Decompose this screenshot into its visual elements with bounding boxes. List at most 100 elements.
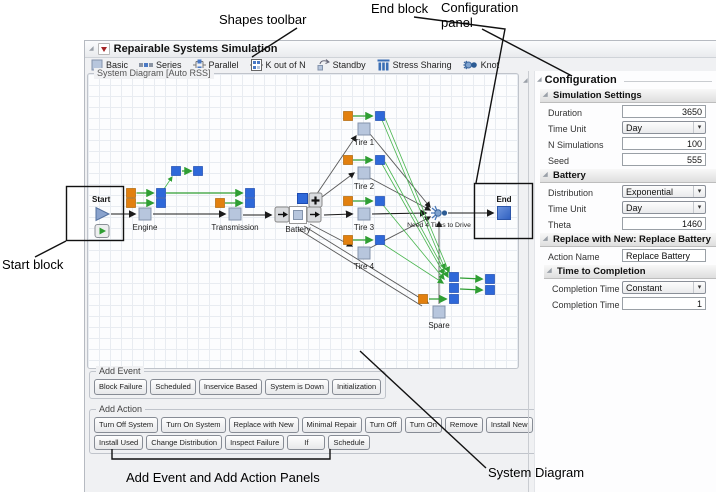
svg-text:Start: Start [92,195,111,204]
disclosure-triangle-icon[interactable]: ◢ [89,46,94,52]
theta-row: Theta 1460 [540,217,716,231]
turn-off-button[interactable]: Turn Off [364,417,402,433]
battery-section: ◢ Battery Distribution Exponential ▾ Tim… [540,169,716,231]
add-event-panel: Add Event Block Failure Scheduled Inserv… [89,366,387,399]
section-header-simulation-settings[interactable]: ◢ Simulation Settings [540,89,716,103]
series-shape-icon [139,63,154,67]
duration-input[interactable]: 3650 [622,105,706,118]
initialization-button[interactable]: Initialization [331,379,382,395]
action-name-input[interactable]: Replace Battery [622,249,706,262]
battery-time-unit-row: Time Unit Day ▾ [540,201,716,215]
toolbar-item-knot[interactable]: Knot [463,59,499,71]
duration-row: Duration 3650 [540,105,716,119]
theta-input[interactable]: 1460 [622,217,706,230]
turn-on-system-button[interactable]: Turn On System [161,417,226,433]
spare-block[interactable]: Spare [428,305,450,330]
tire3-block[interactable]: Tire 3 [354,207,375,232]
inspect-failure-button[interactable]: Inspect Failure [225,434,285,450]
red-triangle-menu-button[interactable] [97,43,110,55]
install-used-button[interactable]: Install Used [94,434,144,450]
toolbar-item-stress-sharing[interactable]: Stress Sharing [377,59,452,71]
add-action-panel-title: Add Action [96,404,146,414]
svg-text:Spare: Spare [428,321,450,330]
seed-row: Seed 555 [540,153,716,167]
turn-off-system-button[interactable]: Turn Off System [94,417,159,433]
end-block-label: End block [371,1,429,16]
svg-text:Battery: Battery [285,225,310,234]
stress-sharing-shape-icon [377,59,390,71]
distribution-row: Distribution Exponential ▾ [540,185,716,199]
tire1-block[interactable]: Tire 1 [354,122,375,147]
system-diagram-canvas: Start Engine Transmission [92,111,512,330]
svg-text:End: End [496,195,511,204]
system-diagram-panel-title: System Diagram [Auto RSS] [94,68,214,79]
n-simulations-input[interactable]: 100 [622,137,706,150]
schedule-button[interactable]: Schedule [328,434,370,450]
section-header-battery[interactable]: ◢ Battery [540,169,716,183]
distribution-select[interactable]: Exponential ▾ [622,185,706,198]
change-distribution-button[interactable]: Change Distribution [146,434,223,450]
window-title: Repairable Systems Simulation [113,43,278,55]
install-new-button[interactable]: Install New [485,417,533,433]
svg-text:Tire 2: Tire 2 [354,182,375,191]
start-block[interactable]: Start [92,195,111,238]
panel-splitter[interactable] [528,71,529,492]
action-name-row: Action Name Replace Battery [540,249,716,263]
k-out-of-n-shape-icon [249,59,263,71]
arrow-right-icon [315,211,320,218]
svg-text:Tire 3: Tire 3 [354,223,375,232]
disclosure-triangle-icon: ◢ [543,92,548,98]
section-header-replace-with-new[interactable]: ◢ Replace with New: Replace Battery [540,233,716,247]
toolbar-item-series[interactable]: Series [139,59,182,71]
completion-time-input[interactable]: 1 [622,297,706,310]
transmission-block[interactable]: Transmission [211,207,259,232]
start-play-icon [95,206,111,222]
battery-time-unit-select[interactable]: Day ▾ [622,201,706,214]
toolbar-item-k-out-of-n[interactable]: K out of N [249,59,306,71]
inservice-based-button[interactable]: Inservice Based [198,379,263,395]
end-block[interactable]: End [496,195,512,220]
block-failure-button[interactable]: Block Failure [94,379,148,395]
configuration-panel: ◢ Configuration ◢ Simulation Settings Du… [534,71,716,492]
chevron-down-icon: ▾ [693,186,705,197]
turn-on-button[interactable]: Turn On [404,417,442,433]
svg-text:Need 4 Tires to Drive: Need 4 Tires to Drive [407,222,471,229]
engine-block[interactable]: Engine [133,207,158,232]
svg-text:Tire 4: Tire 4 [354,262,375,271]
replace-with-new-section: ◢ Replace with New: Replace Battery Acti… [540,233,716,263]
disclosure-triangle-icon: ◢ [543,172,548,178]
svg-text:Tire 1: Tire 1 [354,138,375,147]
system-is-down-button[interactable]: System is Down [265,379,329,395]
n-simulations-row: N Simulations 100 [540,137,716,151]
time-unit-select[interactable]: Day ▾ [622,121,706,134]
add-event-panel-title: Add Event [96,366,144,376]
completion-time-row: Completion Time 1 [544,297,716,311]
arrow-right-icon [283,211,288,218]
toolbar-item-standby[interactable]: Standby [317,59,366,71]
start-block-label: Start block [2,257,64,272]
replace-with-new-button[interactable]: Replace with New [228,417,299,433]
tire4-block[interactable]: Tire 4 [354,246,375,271]
battery-block[interactable]: Battery [274,192,323,234]
event-action-arrows [136,111,484,304]
event-squares[interactable] [126,111,428,304]
disclosure-triangle-icon[interactable]: ◢ [537,77,542,83]
svg-text:Transmission: Transmission [211,223,258,232]
system-diagram-label: System Diagram [488,465,585,480]
scheduled-button[interactable]: Scheduled [150,379,196,395]
configuration-panel-label: Configuration panel [441,0,519,30]
time-unit-row: Time Unit Day ▾ [540,121,716,135]
tire2-block[interactable]: Tire 2 [354,166,375,191]
minimal-repair-button[interactable]: Minimal Repair [301,417,362,433]
knot-node[interactable]: Need 4 Tires to Drive [407,205,471,229]
if-button[interactable]: If [287,434,326,450]
completion-time-options-select[interactable]: Constant ▾ [622,281,706,294]
action-squares[interactable] [156,111,495,304]
knot-dot-icon [441,210,448,216]
splitter-collapse-icon[interactable]: ◢ [523,78,528,84]
remove-button[interactable]: Remove [444,417,483,433]
seed-input[interactable]: 555 [622,153,706,166]
system-diagram-panel: System Diagram [Auto RSS] [87,68,519,369]
section-header-time-to-completion[interactable]: ◢ Time to Completion [544,265,716,279]
